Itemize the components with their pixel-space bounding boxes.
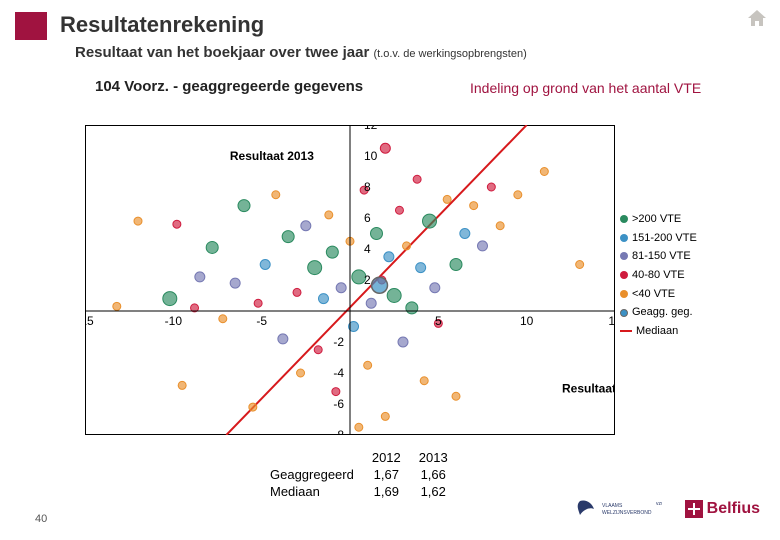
table-header-cell [262,450,362,465]
svg-text:10: 10 [364,149,378,163]
table-cell: Mediaan [262,484,362,499]
table-header-row: 20122013 [262,450,456,465]
svg-text:8: 8 [364,180,371,194]
legend-line-icon [620,330,632,332]
legend-dot-icon [620,271,628,279]
svg-text:6: 6 [364,211,371,225]
table-cell: 1,69 [364,484,409,499]
legend-label: Mediaan [636,325,678,337]
home-icon[interactable] [746,8,768,33]
legend-item: <40 VTE [620,285,697,304]
svg-text:-5: -5 [256,314,267,328]
legend: >200 VTE 151-200 VTE 81-150 VTE 40-80 VTE <4… [620,210,697,341]
svg-text:-6: -6 [333,397,344,411]
svg-text:Resultaat 2012: Resultaat 2012 [562,382,615,396]
brand-logo: Belfius [685,500,760,518]
svg-text:2: 2 [364,273,371,287]
table-cell: 1,62 [411,484,456,499]
table-cell: Geaggregeerd [262,467,362,482]
table-cell: 1,66 [411,467,456,482]
table-header-cell: 2013 [411,450,456,465]
svg-text:5: 5 [435,314,442,328]
legend-label: 151-200 VTE [632,232,697,244]
svg-text:Resultaat 2013: Resultaat 2013 [230,149,314,163]
svg-text:12: 12 [364,125,378,132]
table-row: Geaggregeerd1,671,66 [262,467,456,482]
svg-text:WELZIJNSVERBOND: WELZIJNSVERBOND [602,510,652,516]
right-note: Indeling op grond van het aantal VTE [470,80,701,96]
svg-text:vzw: vzw [656,501,662,507]
subtitle-text: Resultaat van het boekjaar over twee jaa… [75,44,369,61]
table-header-cell: 2012 [364,450,409,465]
svg-text:-8: -8 [333,428,344,435]
legend-dot-icon [620,309,628,317]
accent-square [15,12,47,40]
svg-text:15: 15 [608,314,615,328]
legend-item: 151-200 VTE [620,229,697,248]
legend-dot-icon [620,252,628,260]
chart-title: 104 Voorz. - geaggregeerde gegevens [95,78,363,95]
svg-text:-4: -4 [333,366,344,380]
svg-text:4: 4 [364,242,371,256]
brand-mark-icon [685,500,703,518]
footer-logos: VLAAMS WELZIJNSVERBOND vzw Belfius [572,497,760,530]
legend-dot-icon [620,215,628,223]
scatter-chart: -15 -10 -5 5 10 15 -8 -6 -4 -2 2 4 6 8 10 12 Resultaat 2… [85,125,705,435]
legend-item-geagg: Geagg. geg. [620,303,697,322]
legend-label: 40-80 VTE [632,269,685,281]
legend-dot-icon [620,290,628,298]
partner-logo-text: VLAAMS [602,503,623,509]
page-subtitle: Resultaat van het boekjaar over twee jaa… [75,44,527,61]
svg-text:-2: -2 [333,335,344,349]
table-cell: 1,67 [364,467,409,482]
legend-item: 40-80 VTE [620,266,697,285]
legend-item-median: Mediaan [620,322,697,341]
legend-dot-icon [620,234,628,242]
summary-table: 20122013Geaggregeerd1,671,66Mediaan1,691… [260,448,458,501]
partner-logo: VLAAMS WELZIJNSVERBOND vzw [572,497,662,530]
brand-logo-text: Belfius [707,500,760,518]
svg-text:10: 10 [520,314,534,328]
legend-item: 81-150 VTE [620,247,697,266]
svg-text:-10: -10 [165,314,183,328]
svg-text:-15: -15 [85,314,94,328]
page-number: 40 [35,513,47,525]
legend-label: <40 VTE [632,288,675,300]
legend-label: >200 VTE [632,213,681,225]
table-row: Mediaan1,691,62 [262,484,456,499]
page-title: Resultatenrekening [60,12,264,38]
legend-label: 81-150 VTE [632,250,691,262]
subtitle-note: (t.o.v. de werkingsopbrengsten) [373,48,526,60]
legend-item: >200 VTE [620,210,697,229]
legend-label: Geagg. geg. [632,306,693,318]
